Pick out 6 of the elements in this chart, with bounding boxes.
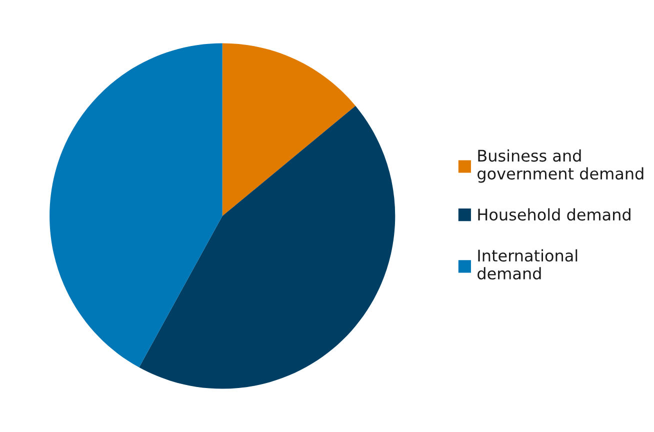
legend-label: Household demand — [478, 208, 630, 221]
pie-slice — [50, 43, 222, 368]
pie-slice — [139, 106, 396, 389]
pie-slice — [222, 43, 356, 216]
legend-label: International demand — [478, 249, 578, 280]
legend-label: Business and government demand — [478, 149, 644, 183]
